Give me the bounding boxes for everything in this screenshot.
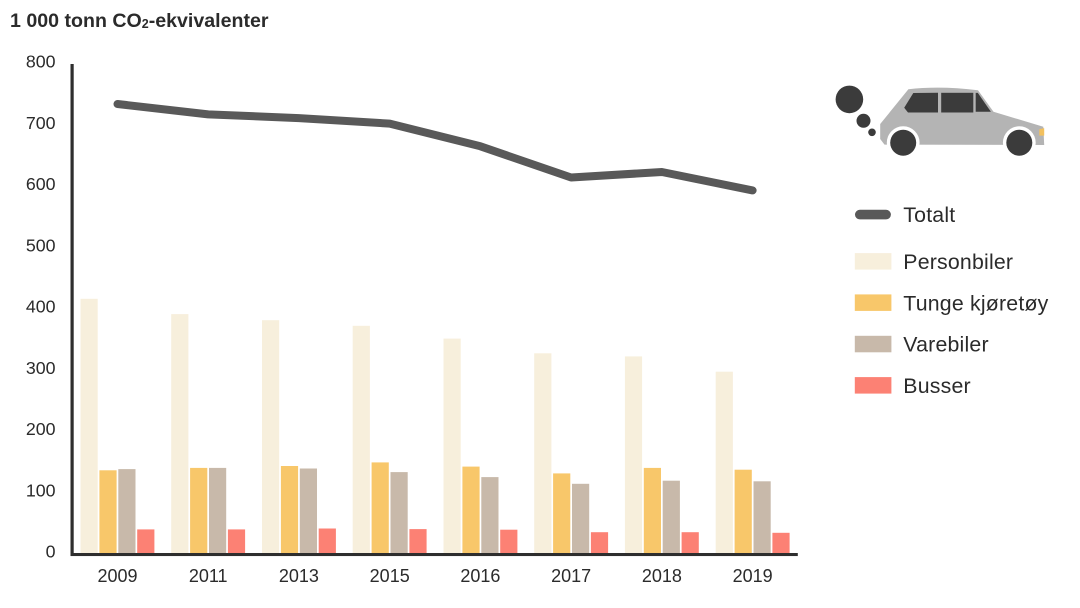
svg-text:200: 200 bbox=[26, 419, 56, 439]
svg-text:2009: 2009 bbox=[97, 566, 137, 586]
svg-text:2016: 2016 bbox=[460, 566, 500, 586]
svg-text:0: 0 bbox=[46, 542, 56, 562]
svg-text:2017: 2017 bbox=[551, 566, 591, 586]
svg-text:2019: 2019 bbox=[733, 566, 773, 586]
svg-text:2013: 2013 bbox=[279, 566, 319, 586]
svg-text:600: 600 bbox=[26, 174, 56, 194]
svg-text:700: 700 bbox=[26, 113, 56, 133]
svg-text:Personbiler: Personbiler bbox=[903, 250, 1013, 274]
svg-text:Totalt: Totalt bbox=[903, 203, 955, 227]
svg-text:500: 500 bbox=[26, 235, 56, 255]
svg-text:Varebiler: Varebiler bbox=[903, 333, 988, 357]
svg-text:100: 100 bbox=[26, 480, 56, 500]
svg-text:2011: 2011 bbox=[189, 566, 228, 586]
svg-text:400: 400 bbox=[26, 297, 56, 317]
svg-text:300: 300 bbox=[26, 358, 56, 378]
svg-text:2015: 2015 bbox=[370, 566, 410, 586]
svg-text:1 000 tonn CO2-ekvivalenter: 1 000 tonn CO2-ekvivalenter bbox=[10, 10, 269, 32]
svg-text:2018: 2018 bbox=[642, 566, 682, 586]
svg-text:800: 800 bbox=[26, 52, 56, 72]
svg-text:Busser: Busser bbox=[903, 374, 970, 398]
svg-text:Tunge kjøretøy: Tunge kjøretøy bbox=[903, 291, 1048, 315]
